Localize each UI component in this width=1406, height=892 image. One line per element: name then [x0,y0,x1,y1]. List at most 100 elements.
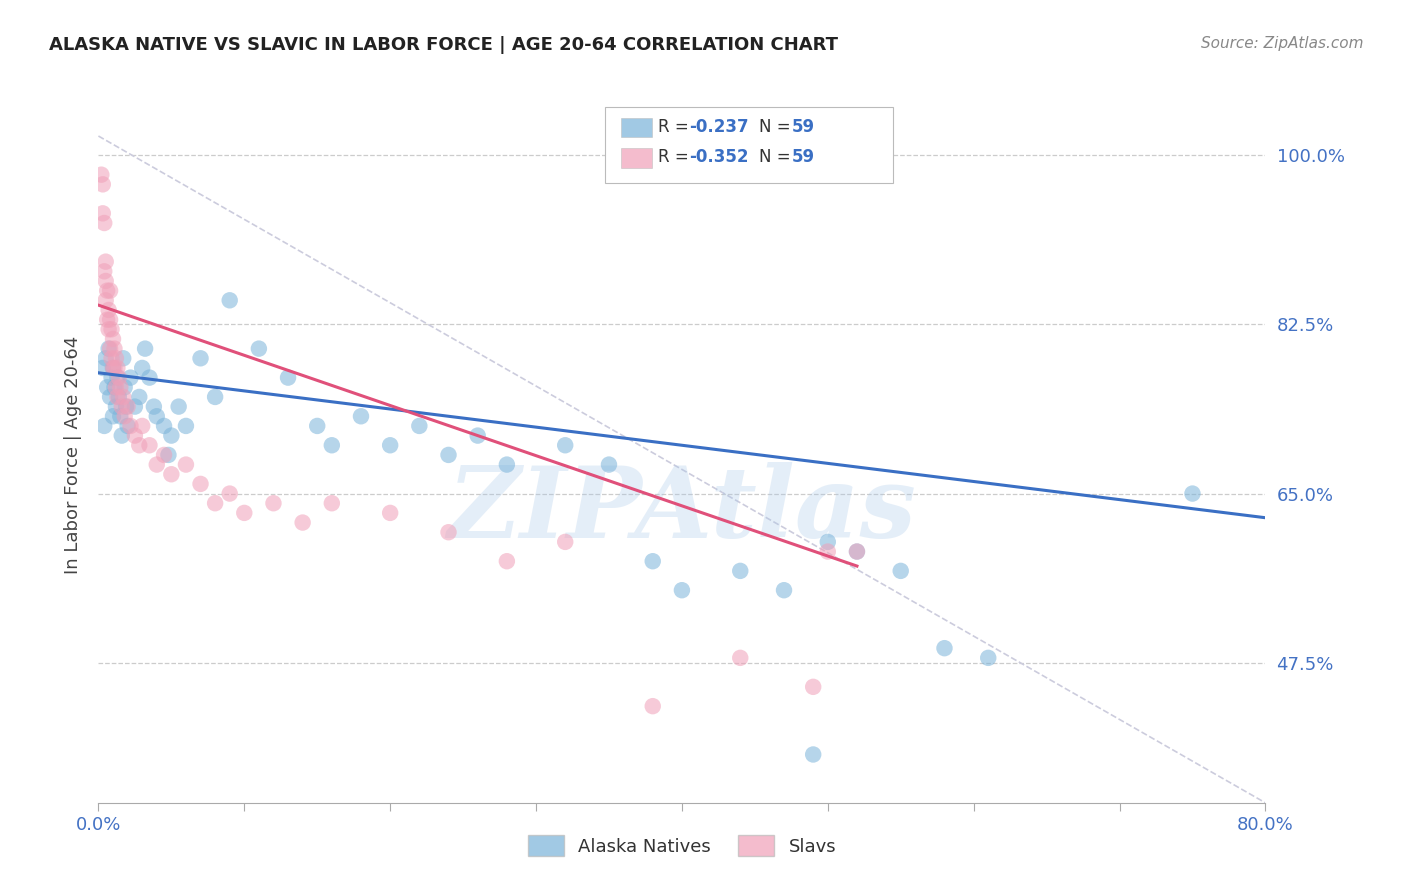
Point [110,409,132,424]
Point [153,418,176,433]
Point [98,342,121,356]
Point [97,302,120,317]
Point [817,534,839,549]
Point [641,554,664,568]
Point [117,400,139,414]
Point [120,370,142,384]
Point [94,254,117,268]
Point [437,525,460,540]
Point [730,564,752,578]
Text: N =: N = [759,148,796,166]
Point [554,534,576,549]
Point [111,400,134,414]
Point [277,370,299,384]
Point [103,360,125,375]
Point [100,322,122,336]
Point [105,360,128,375]
Point [467,428,489,442]
Point [218,293,240,308]
Point [105,370,128,384]
Point [204,390,226,404]
Point [554,438,576,452]
Point [94,293,117,308]
Point [103,342,125,356]
Point [90,168,112,182]
Point [146,458,169,472]
Point [98,390,121,404]
Point [350,409,373,424]
Point [91,206,114,220]
Text: Source: ZipAtlas.com: Source: ZipAtlas.com [1201,36,1364,51]
Point [846,544,869,558]
Point [307,418,329,433]
Point [262,496,284,510]
Point [773,583,796,598]
Point [111,428,134,442]
Point [128,438,150,452]
Point [233,506,256,520]
Point [93,264,115,278]
Point [110,380,132,394]
Point [108,370,131,384]
Text: 59: 59 [792,118,814,136]
Point [93,216,115,230]
Point [846,544,869,558]
Point [142,400,165,414]
Point [128,390,150,404]
Point [496,554,519,568]
Point [496,458,519,472]
Text: 59: 59 [792,148,814,166]
Point [97,322,120,336]
Point [98,312,121,326]
Text: -0.352: -0.352 [689,148,748,166]
Point [104,380,127,394]
Point [167,400,190,414]
Point [114,409,136,424]
Point [124,428,146,442]
Point [97,342,120,356]
Point [174,458,197,472]
Point [890,564,912,578]
Point [380,438,402,452]
Point [101,332,124,346]
Point [120,418,142,433]
Point [91,360,114,375]
Point [131,418,153,433]
Text: ZIPAtlas: ZIPAtlas [447,462,917,558]
Point [218,486,240,500]
Point [174,418,197,433]
Point [105,390,128,404]
Point [160,467,183,482]
Point [101,360,124,375]
Point [190,351,212,366]
Point [104,400,127,414]
Text: ALASKA NATIVE VS SLAVIC IN LABOR FORCE | AGE 20-64 CORRELATION CHART: ALASKA NATIVE VS SLAVIC IN LABOR FORCE |… [49,36,838,54]
Point [94,351,117,366]
Text: N =: N = [759,118,796,136]
Point [100,370,122,384]
Point [801,680,824,694]
Legend: Alaska Natives, Slavs: Alaska Natives, Slavs [520,828,844,863]
Point [160,428,183,442]
Point [190,476,212,491]
Point [112,390,135,404]
Point [153,448,176,462]
Point [101,360,124,375]
Text: R =: R = [658,148,695,166]
Point [103,380,125,394]
Point [98,284,121,298]
Point [408,418,430,433]
Point [134,342,156,356]
Point [96,380,118,394]
Point [291,516,314,530]
Point [115,400,138,414]
Point [641,699,664,714]
Point [114,380,136,394]
Point [104,351,127,366]
Y-axis label: In Labor Force | Age 20-64: In Labor Force | Age 20-64 [65,335,83,574]
Point [977,651,1000,665]
Point [730,651,752,665]
Point [94,274,117,288]
Point [598,458,620,472]
Point [934,641,956,656]
